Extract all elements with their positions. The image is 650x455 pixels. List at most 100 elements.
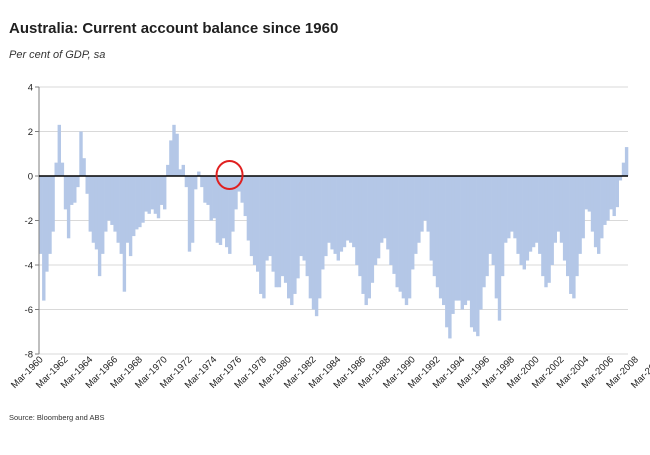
bar xyxy=(39,176,43,254)
bar xyxy=(104,176,108,232)
bar xyxy=(197,171,201,176)
bar xyxy=(516,176,520,254)
bar xyxy=(383,176,387,239)
bar xyxy=(485,176,489,277)
chart-source: Source: Bloomberg and ABS xyxy=(9,413,105,422)
bar xyxy=(327,176,331,243)
bar xyxy=(206,176,210,205)
bar xyxy=(259,176,263,294)
bar xyxy=(138,176,142,228)
bar xyxy=(615,176,619,208)
bar xyxy=(584,176,588,210)
bar xyxy=(178,169,182,176)
bar xyxy=(373,176,378,265)
chart-subtitle: Per cent of GDP, sa xyxy=(9,49,106,61)
bar xyxy=(135,176,139,230)
bar xyxy=(395,176,399,288)
bar xyxy=(442,176,446,306)
bar xyxy=(271,176,275,272)
bar xyxy=(116,176,120,243)
bar xyxy=(392,176,396,274)
bar xyxy=(231,176,235,232)
bar xyxy=(553,176,557,243)
bar xyxy=(556,176,561,232)
bar xyxy=(404,176,409,306)
bar xyxy=(283,176,288,283)
bar xyxy=(132,176,136,237)
bar xyxy=(575,176,579,277)
bar xyxy=(491,176,495,265)
bar xyxy=(355,176,359,265)
bar xyxy=(252,176,257,265)
bar xyxy=(101,176,105,254)
bar xyxy=(330,176,334,250)
bar xyxy=(240,176,244,203)
bar xyxy=(398,176,402,292)
bar xyxy=(547,176,551,283)
bar xyxy=(414,176,418,254)
bar xyxy=(274,176,278,288)
bar xyxy=(221,176,226,239)
bar xyxy=(234,176,238,210)
y-tick-label: 0 xyxy=(28,172,33,183)
bar xyxy=(175,133,179,176)
bar xyxy=(73,176,77,203)
bar xyxy=(88,176,92,232)
bar xyxy=(265,176,269,261)
bar xyxy=(51,176,55,232)
bar xyxy=(153,176,158,214)
bar xyxy=(364,176,368,306)
bar xyxy=(296,176,300,279)
bar xyxy=(528,176,533,252)
bar xyxy=(426,176,430,232)
bar xyxy=(172,124,176,176)
bar xyxy=(525,176,530,261)
bar xyxy=(45,176,49,272)
bar xyxy=(156,176,161,219)
bar xyxy=(342,176,347,248)
bar xyxy=(299,176,303,257)
bar xyxy=(349,176,353,243)
bar xyxy=(314,176,319,317)
bar xyxy=(110,176,114,225)
bar xyxy=(448,176,452,339)
bar xyxy=(42,176,46,301)
bar xyxy=(609,176,613,210)
bar xyxy=(70,176,74,205)
bar xyxy=(54,162,58,176)
bar xyxy=(318,176,322,299)
y-tick-label: 4 xyxy=(28,83,33,94)
x-tick-labels: Mar-1960Mar-1962Mar-1964Mar-1966Mar-1968… xyxy=(9,354,650,391)
bar xyxy=(451,176,455,314)
bar xyxy=(228,176,232,254)
bar xyxy=(494,176,499,299)
bar xyxy=(66,176,71,239)
y-tick-labels: 4 2 0 -2 -4 -6 -8 xyxy=(25,83,33,361)
bar xyxy=(587,176,592,212)
bar xyxy=(243,176,247,217)
bar xyxy=(581,176,585,239)
bar xyxy=(522,176,526,270)
bar xyxy=(97,176,102,277)
bar xyxy=(445,176,449,328)
bar xyxy=(618,176,623,181)
bar xyxy=(538,176,542,254)
bar xyxy=(389,176,393,265)
bar xyxy=(578,176,582,254)
bar xyxy=(212,176,216,219)
bar xyxy=(82,158,86,176)
bar xyxy=(147,176,151,214)
bar xyxy=(60,162,65,176)
bar xyxy=(200,176,204,188)
bar xyxy=(268,176,272,257)
bar xyxy=(209,176,213,221)
bar xyxy=(91,176,96,243)
bar xyxy=(457,176,461,301)
bar xyxy=(159,176,164,205)
bar xyxy=(246,176,251,241)
bar xyxy=(194,176,198,190)
bar xyxy=(572,176,576,299)
bar xyxy=(311,176,316,310)
bar xyxy=(345,176,350,241)
